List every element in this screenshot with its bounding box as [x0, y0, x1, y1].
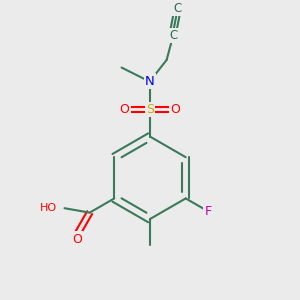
Text: O: O	[171, 103, 181, 116]
Text: C: C	[169, 29, 177, 42]
Text: O: O	[119, 103, 129, 116]
Text: HO: HO	[40, 203, 57, 213]
Text: S: S	[146, 103, 154, 116]
Text: F: F	[204, 205, 211, 218]
Text: O: O	[72, 232, 82, 246]
Text: N: N	[145, 75, 155, 88]
Text: C: C	[173, 2, 181, 15]
